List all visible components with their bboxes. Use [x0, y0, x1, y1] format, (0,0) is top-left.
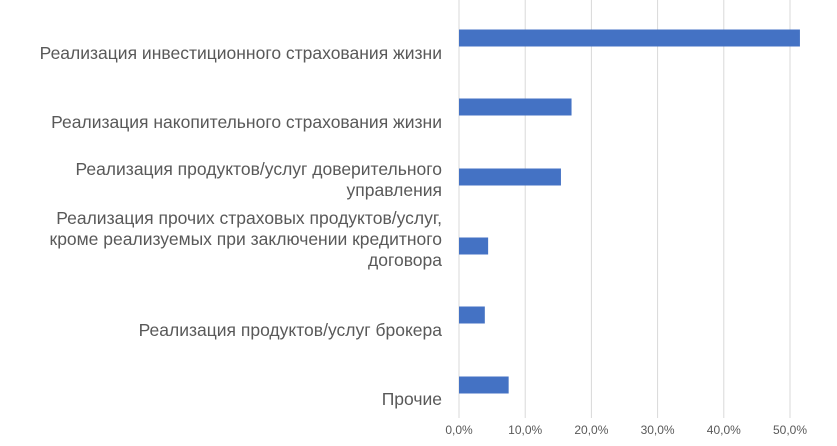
x-tick-label-5: 50,0%: [773, 423, 807, 437]
category-label-3: Реализация прочих страховых продуктов/ус…: [49, 207, 442, 270]
category-label-0: Реализация инвестиционного страхования ж…: [39, 42, 442, 63]
bar-2: [459, 168, 561, 186]
bar-3: [459, 237, 489, 255]
x-tick-label-1: 10,0%: [508, 423, 542, 437]
x-tick-label-4: 40,0%: [707, 423, 741, 437]
x-tick-label-3: 30,0%: [641, 423, 675, 437]
category-label-5: Прочие: [381, 388, 442, 409]
bar-0: [459, 29, 800, 47]
x-tick-label-0: 0,0%: [445, 423, 473, 437]
category-label-2: Реализация продуктов/услуг доверительног…: [75, 159, 442, 200]
bar-4: [459, 306, 485, 324]
category-label-4: Реализация продуктов/услуг брокера: [138, 319, 442, 340]
category-label-1: Реализация накопительного страхования жи…: [51, 111, 442, 132]
bar-5: [459, 376, 509, 394]
x-tick-label-2: 20,0%: [574, 423, 608, 437]
bar-1: [459, 98, 572, 116]
